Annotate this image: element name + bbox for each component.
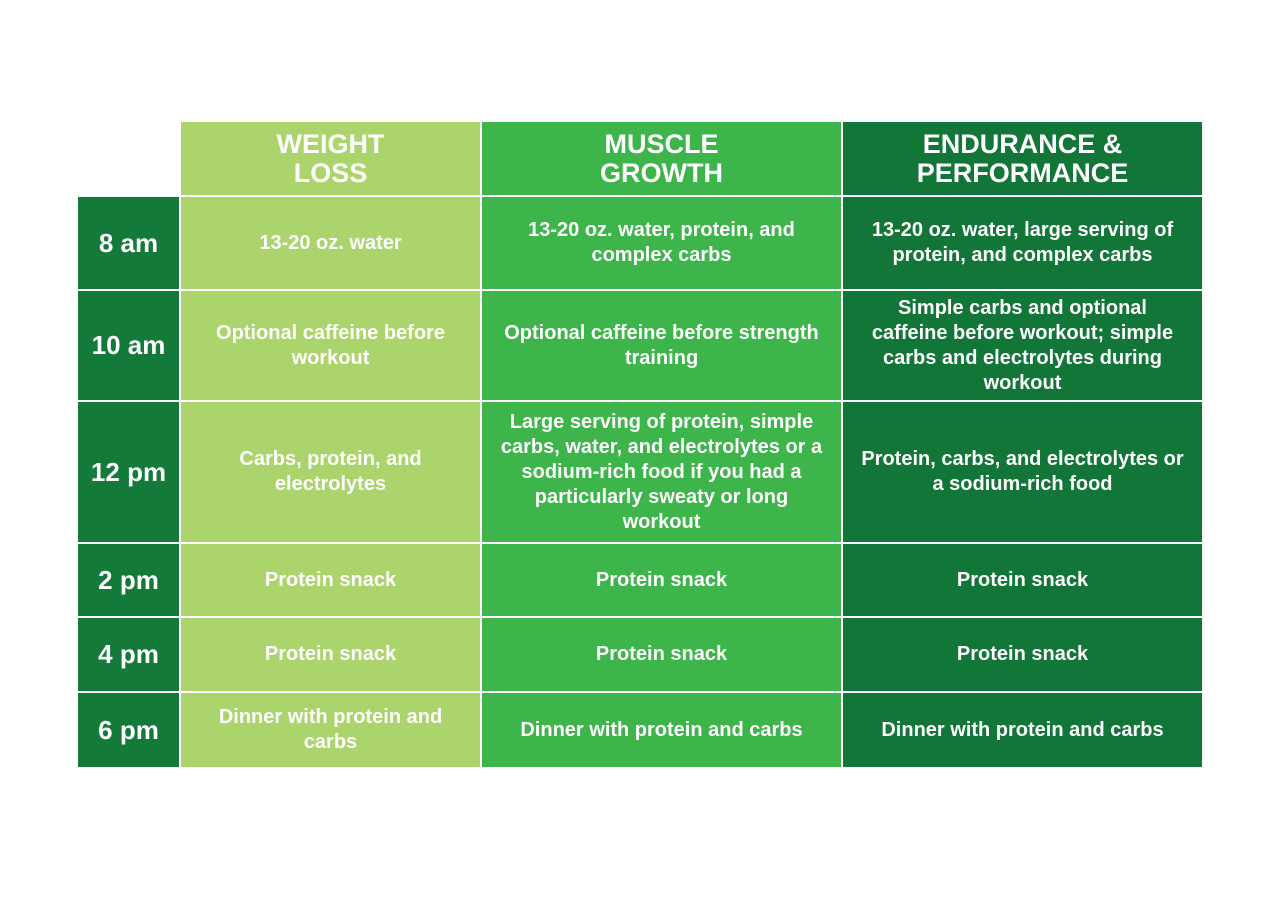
table-cell: Protein snack [482,544,841,616]
table-cell: Protein snack [482,618,841,691]
table-cell: 13-20 oz. water, large serving of protei… [843,197,1202,289]
table-cell: Protein snack [843,618,1202,691]
column-header: WEIGHT LOSS [181,122,480,195]
row-time: 10 am [78,291,179,400]
column-header: MUSCLE GROWTH [482,122,841,195]
row-time: 12 pm [78,402,179,542]
table-cell: Dinner with protein and carbs [181,693,480,767]
table-cell: 13-20 oz. water, protein, and complex ca… [482,197,841,289]
table-cell: Protein snack [181,618,480,691]
table-cell: Protein snack [181,544,480,616]
table-cell: Optional caffeine before workout [181,291,480,400]
table-cell: Protein snack [843,544,1202,616]
table-cell: Simple carbs and optional caffeine befor… [843,291,1202,400]
table-cell: 13-20 oz. water [181,197,480,289]
row-time: 8 am [78,197,179,289]
table-cell: Large serving of protein, simple carbs, … [482,402,841,542]
row-time: 6 pm [78,693,179,767]
table-cell: Dinner with protein and carbs [482,693,841,767]
table-cell: Protein, carbs, and electrolytes or a so… [843,402,1202,542]
row-time: 2 pm [78,544,179,616]
column-header: ENDURANCE & PERFORMANCE [843,122,1202,195]
table-cell: Carbs, protein, and electrolytes [181,402,480,542]
table-cell: Dinner with protein and carbs [843,693,1202,767]
row-time: 4 pm [78,618,179,691]
table-cell: Optional caffeine before strength traini… [482,291,841,400]
